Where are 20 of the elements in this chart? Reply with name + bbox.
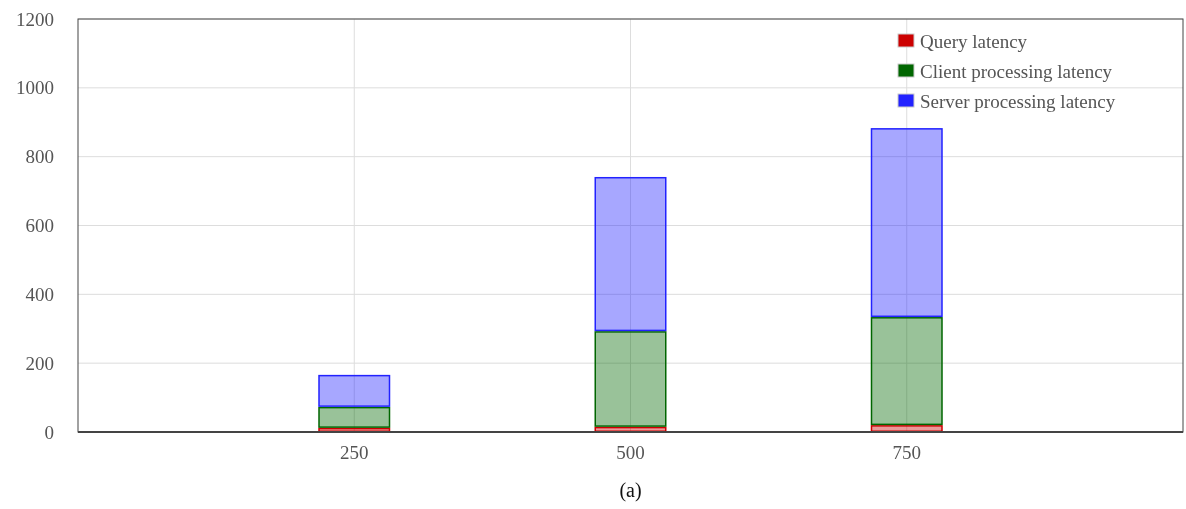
y-tick-label: 0 — [44, 421, 54, 443]
bar — [318, 406, 391, 428]
legend-label: Server processing latency — [920, 90, 1116, 112]
x-tick-label: 750 — [892, 442, 921, 463]
legend-label: Query latency — [920, 30, 1028, 52]
bar — [594, 176, 667, 332]
x-tick-label: 250 — [340, 442, 369, 463]
text: (a) — [619, 479, 642, 502]
y-tick-label: 200 — [25, 352, 54, 374]
y-tick-label: 600 — [25, 215, 54, 237]
y-tick-label: 1000 — [16, 77, 54, 99]
legend-label: Client processing latency — [920, 60, 1113, 82]
x-tick-label: 500 — [616, 442, 645, 463]
bar — [870, 317, 943, 426]
bar — [318, 374, 391, 407]
y-tick-label: 400 — [25, 283, 54, 305]
bar — [870, 128, 943, 318]
y-tick-label: 1200 — [16, 8, 54, 30]
y-tick-label: 800 — [25, 146, 54, 168]
bar — [594, 331, 667, 427]
